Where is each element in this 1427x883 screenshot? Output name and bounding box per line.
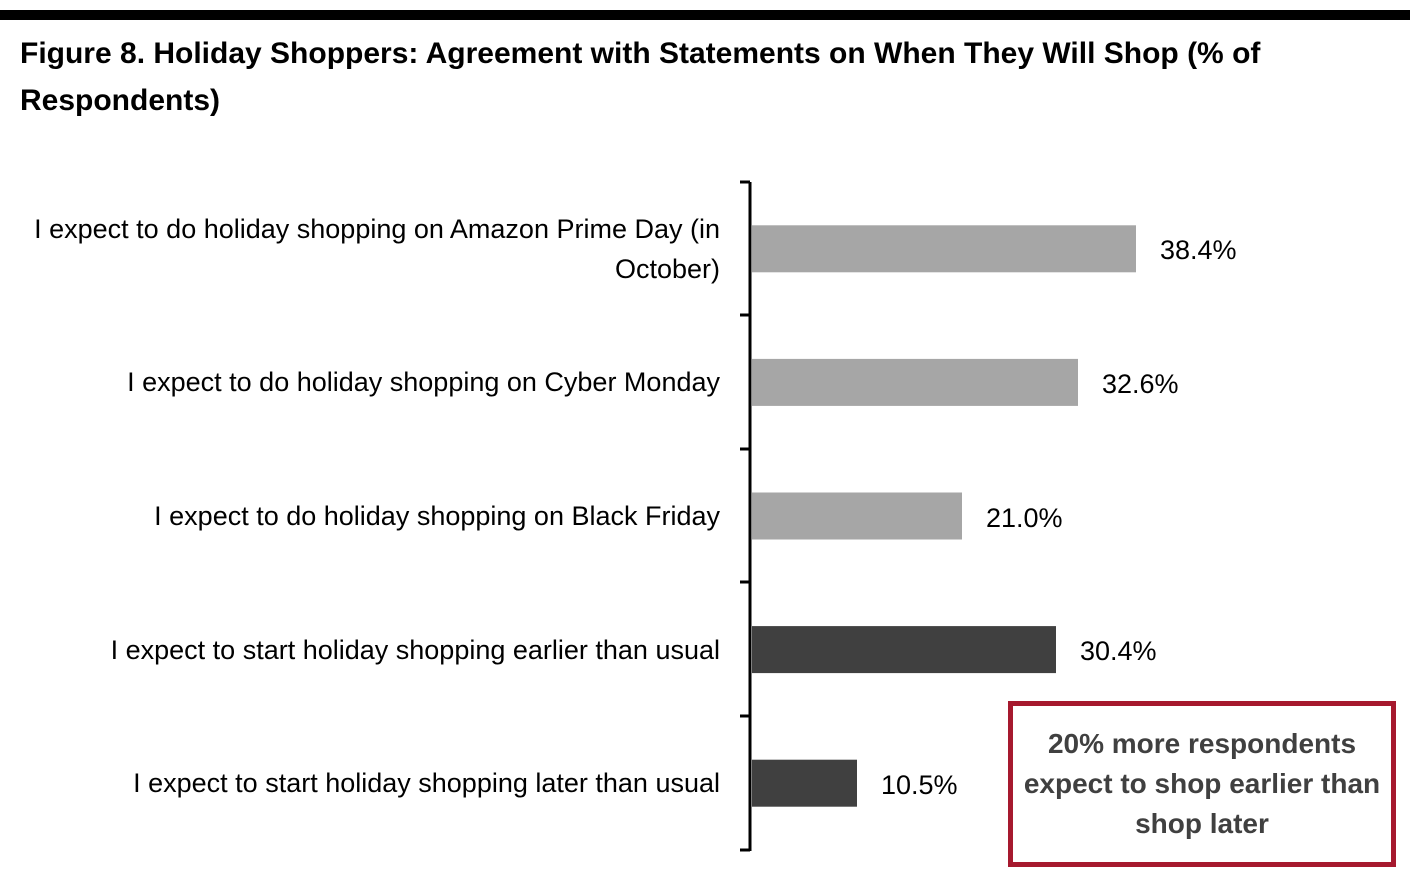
category-label: I expect to do holiday shopping on Cyber… <box>127 367 720 398</box>
bar <box>752 358 1078 406</box>
value-label: 38.4% <box>1160 235 1237 266</box>
bar <box>752 225 1136 273</box>
value-label: 10.5% <box>881 769 958 800</box>
value-label: 30.4% <box>1080 636 1157 667</box>
header-rule <box>0 10 1410 20</box>
bar <box>752 626 1056 674</box>
category-label: I expect to do holiday shopping on Black… <box>154 501 720 531</box>
category-axis <box>740 180 752 852</box>
value-label: 21.0% <box>986 502 1063 533</box>
annotation: 20% more respondents expect to shop earl… <box>1008 701 1396 867</box>
value-label: 32.6% <box>1102 368 1179 399</box>
category-label: I expect to start holiday shopping later… <box>133 768 720 799</box>
category-label: I expect to start holiday shopping earli… <box>110 634 720 665</box>
bar <box>752 759 857 807</box>
chart-title: Figure 8. Holiday Shoppers: Agreement wi… <box>20 37 1261 117</box>
bar <box>752 492 962 540</box>
category-label: I expect to do holiday shopping on Amazo… <box>34 213 720 284</box>
